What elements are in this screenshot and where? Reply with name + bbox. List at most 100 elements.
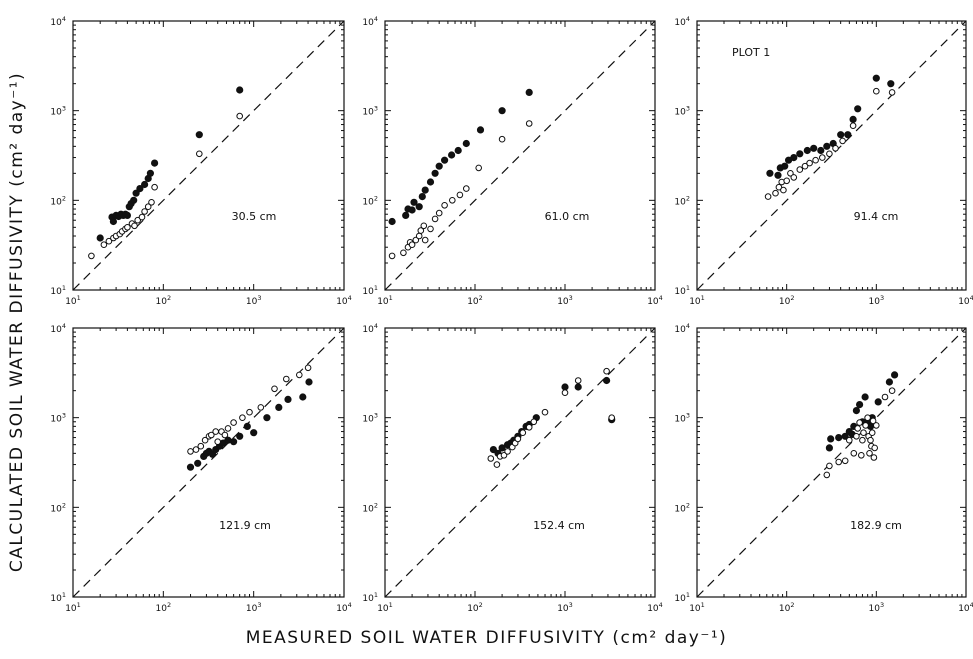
- panel-1: 101 102 103 104 101 102 103 104 30.5 cm: [50, 15, 351, 307]
- data-point-filled: [123, 211, 132, 219]
- data-point-filled: [243, 422, 251, 430]
- data-point-open: [835, 458, 843, 466]
- data-point-filled: [263, 414, 271, 422]
- data-point-filled: [236, 432, 244, 440]
- data-point-filled: [435, 162, 443, 170]
- data-point-filled: [388, 217, 396, 226]
- panel-frame: [696, 20, 967, 291]
- data-point-open: [868, 429, 876, 437]
- data-point-open: [500, 452, 508, 459]
- data-point-open: [148, 199, 155, 206]
- depth-label: 182.9 cm: [850, 519, 902, 532]
- data-point-open: [498, 135, 506, 143]
- data-point-filled: [891, 371, 899, 379]
- data-point-filled: [781, 162, 789, 170]
- data-point-filled: [275, 403, 283, 411]
- data-point-filled: [132, 189, 140, 197]
- data-point-filled: [817, 146, 825, 155]
- data-point-filled: [136, 185, 144, 193]
- data-point-open: [239, 414, 246, 422]
- data-point-open: [853, 433, 860, 440]
- data-point-open: [862, 422, 869, 429]
- data-point-filled: [852, 407, 861, 415]
- data-point-open: [144, 203, 152, 210]
- data-point-filled: [236, 86, 244, 94]
- data-point-filled: [151, 159, 159, 167]
- plot-label: PLOT 1: [732, 46, 770, 59]
- data-point-filled: [96, 234, 104, 242]
- data-point-open: [427, 225, 434, 233]
- data-point-filled: [872, 74, 880, 82]
- data-point-open: [212, 428, 219, 435]
- y-tick-label: 102: [362, 194, 378, 207]
- y-tick-label: 101: [674, 284, 690, 297]
- data-point-filled: [498, 107, 506, 115]
- data-point-open: [854, 425, 862, 432]
- panel-3: 101 102 103 104 101 102 103 104 91.4 cm PLOT 1: [674, 15, 973, 307]
- data-point-filled: [448, 151, 456, 159]
- x-tick-label: 103: [557, 294, 573, 307]
- data-point-open: [858, 452, 865, 459]
- y-tick-label: 103: [362, 105, 378, 118]
- x-tick-label: 101: [689, 294, 705, 307]
- data-point-open: [105, 237, 113, 245]
- y-tick-label: 102: [674, 194, 690, 207]
- data-point-open: [775, 183, 783, 191]
- data-point-filled: [849, 115, 857, 124]
- data-point-open: [138, 213, 146, 221]
- data-point-open: [860, 429, 867, 437]
- data-point-open: [826, 462, 833, 470]
- data-point-filled: [498, 444, 506, 452]
- data-point-filled: [803, 146, 811, 155]
- data-point-open: [400, 249, 407, 257]
- x-tick-label: 102: [779, 601, 795, 614]
- data-point-open: [304, 364, 312, 372]
- depth-label: 121.9 cm: [219, 519, 271, 532]
- data-point-filled: [825, 444, 834, 452]
- data-point-filled: [476, 126, 485, 134]
- x-tick-label: 104: [647, 294, 663, 307]
- y-tick-label: 101: [362, 284, 378, 297]
- data-point-filled: [410, 198, 418, 206]
- data-point-filled: [186, 463, 195, 471]
- data-point-filled: [402, 211, 410, 219]
- data-point-open: [839, 137, 846, 145]
- data-point-filled: [774, 171, 782, 179]
- panel-frame: [696, 327, 967, 598]
- data-point-filled: [844, 131, 852, 139]
- data-point-filled: [766, 169, 774, 177]
- y-tick-label: 103: [674, 412, 690, 425]
- data-point-filled: [823, 142, 831, 150]
- data-point-open: [131, 222, 138, 230]
- data-point-open: [849, 122, 857, 129]
- data-point-open: [790, 174, 798, 181]
- data-point-open: [561, 389, 569, 397]
- data-point-open: [881, 393, 889, 401]
- depth-label: 152.4 cm: [533, 519, 585, 532]
- y-tick-label: 104: [362, 322, 378, 335]
- data-point-open: [187, 448, 194, 455]
- data-point-open: [864, 414, 871, 422]
- data-point-filled: [827, 435, 835, 443]
- data-point-open: [819, 154, 826, 161]
- data-point-open: [823, 471, 831, 479]
- data-point-open: [463, 185, 470, 192]
- data-point-open: [603, 367, 610, 375]
- data-point-open: [608, 414, 616, 422]
- data-point-filled: [525, 88, 533, 97]
- data-point-filled: [603, 376, 611, 385]
- panel-5: 101 102 103 104 101 102 103 104 152.4 cm: [362, 322, 662, 614]
- y-tick-label: 103: [362, 412, 378, 425]
- x-tick-label: 104: [336, 601, 352, 614]
- data-point-filled: [130, 196, 138, 204]
- y-tick-label: 102: [50, 194, 66, 207]
- depth-label: 61.0 cm: [545, 210, 590, 223]
- one-to-one-line: [72, 327, 345, 598]
- data-point-open: [780, 186, 787, 194]
- data-point-filled: [861, 393, 869, 401]
- data-point-open: [224, 425, 232, 432]
- data-point-open: [196, 150, 203, 158]
- data-point-filled: [841, 432, 849, 440]
- data-point-open: [866, 450, 873, 457]
